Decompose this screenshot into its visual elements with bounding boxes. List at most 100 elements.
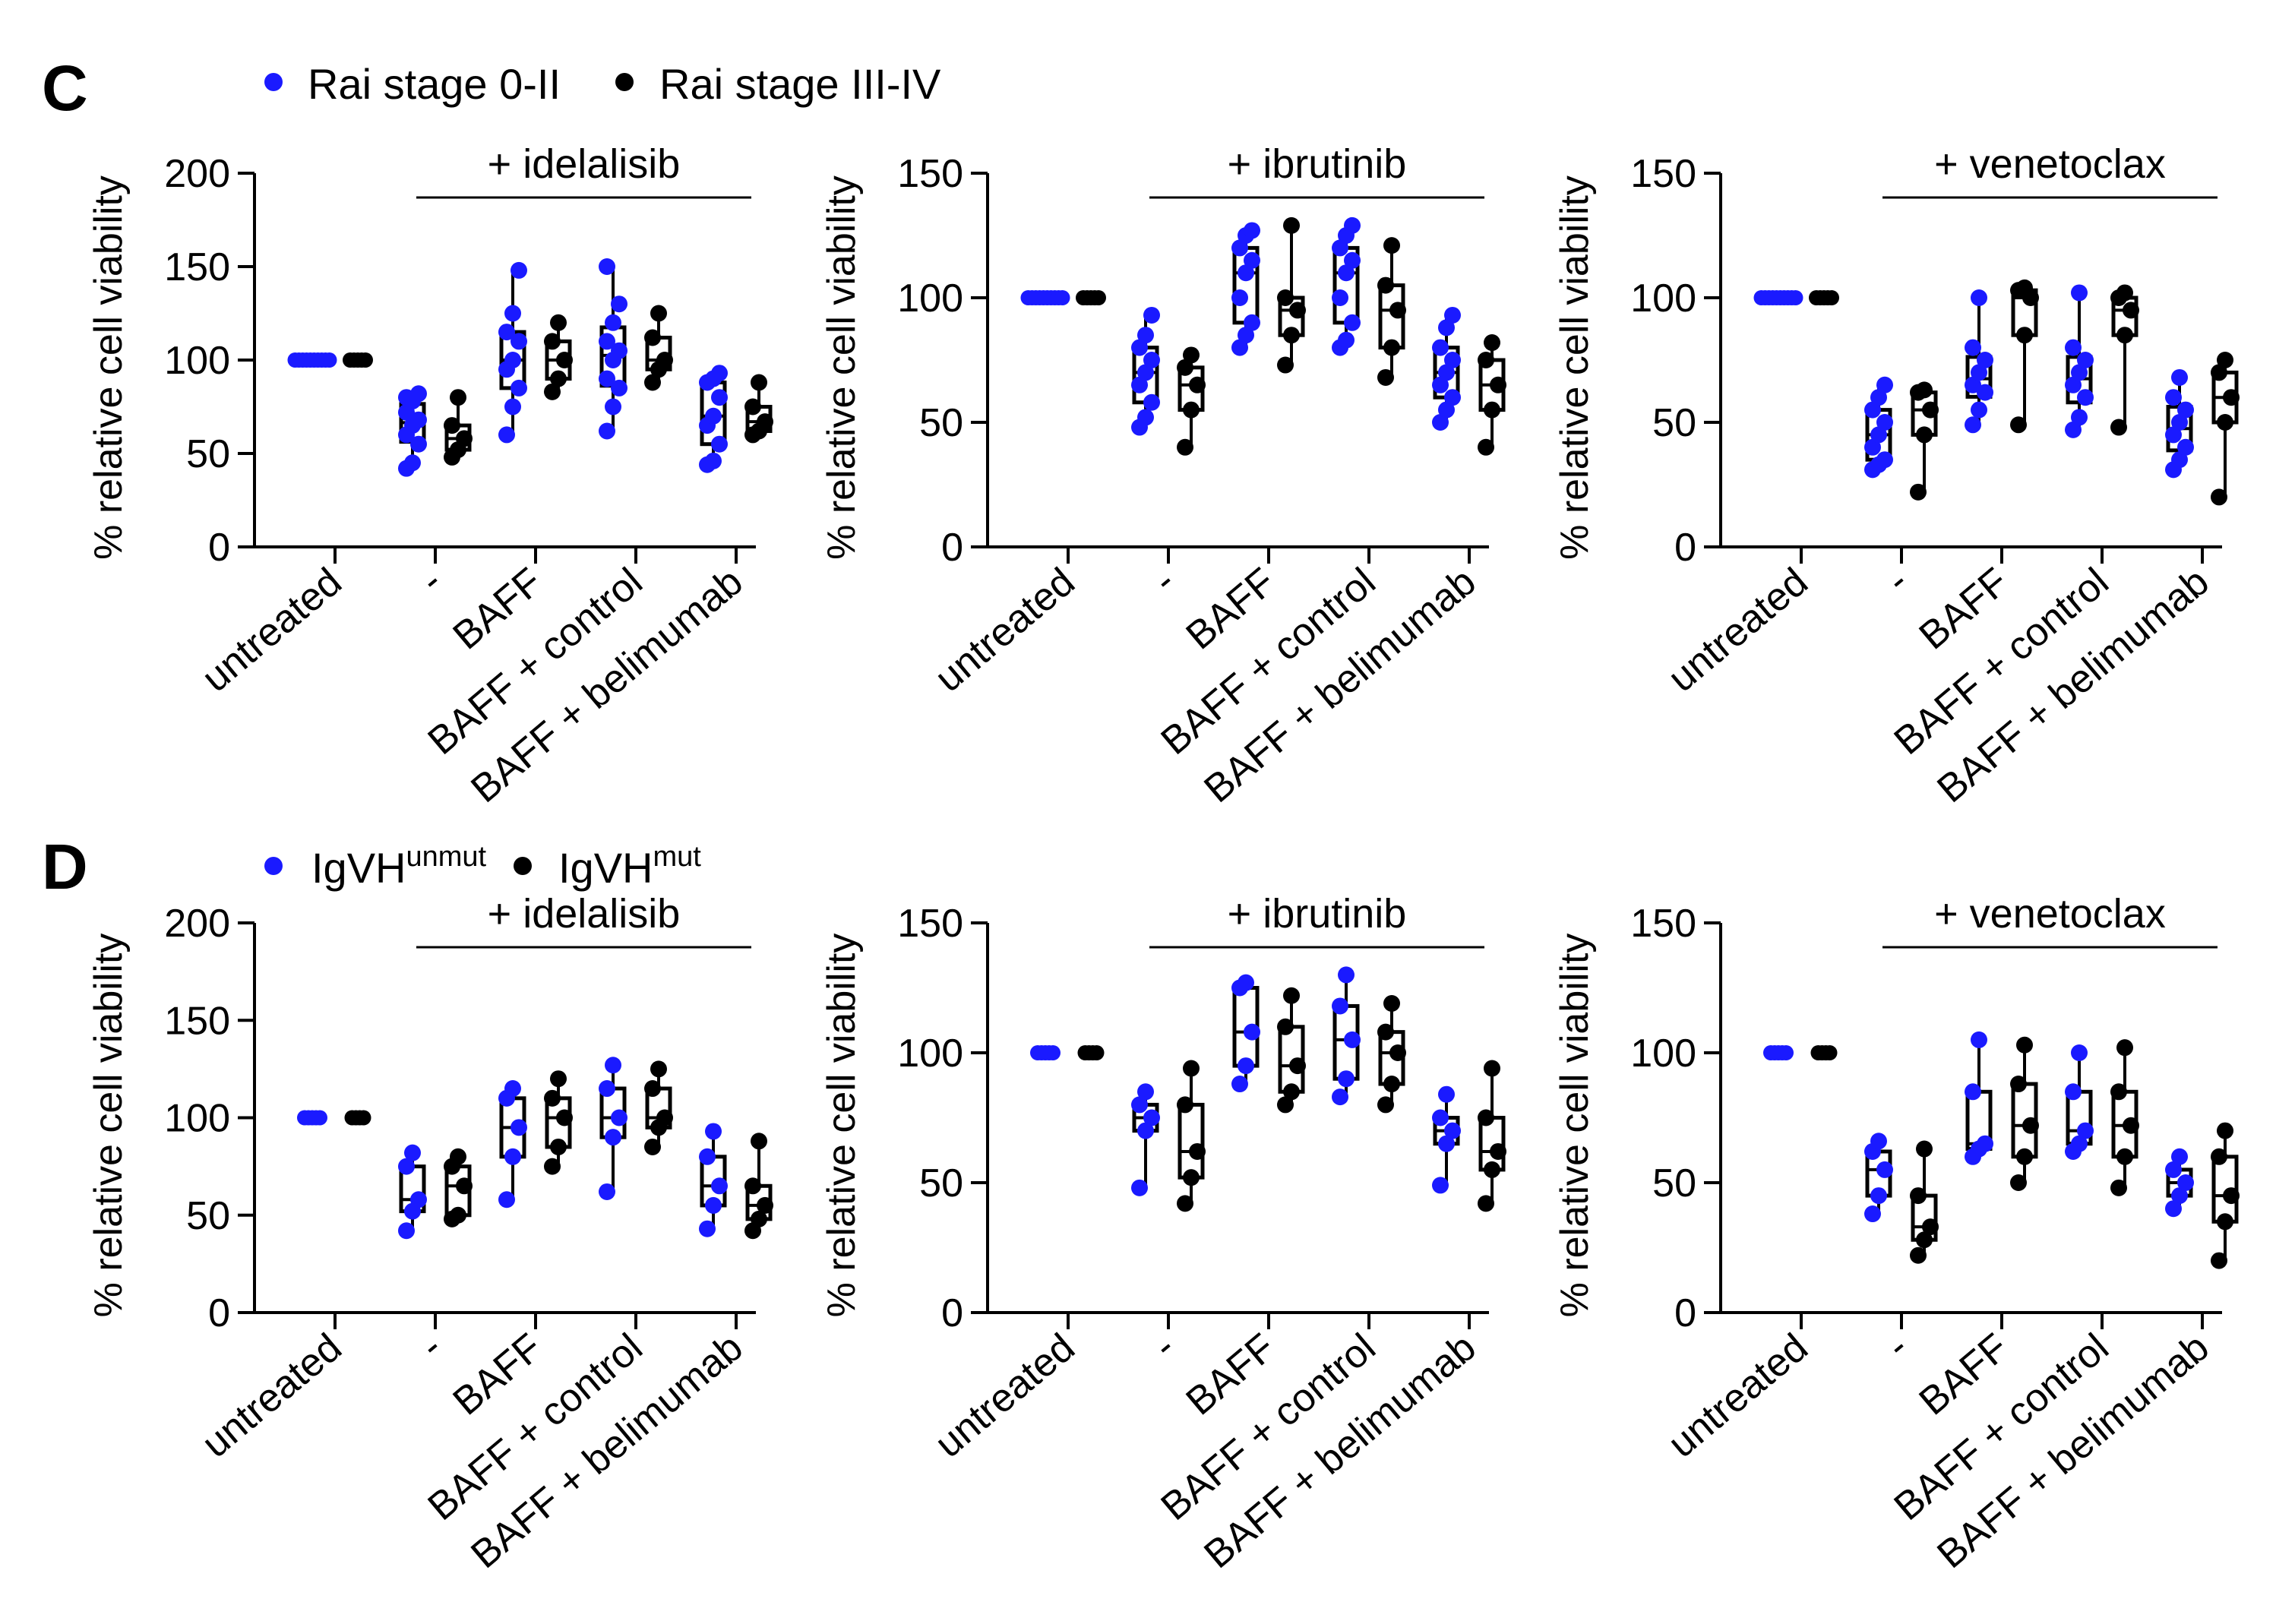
- chart-title: + ibrutinib: [1228, 141, 1407, 187]
- data-point: [699, 1148, 716, 1165]
- data-point: [2177, 1174, 2194, 1191]
- data-point: [1444, 1122, 1461, 1139]
- y-tick-label: 50: [1652, 401, 1696, 445]
- data-point: [1344, 251, 1361, 269]
- data-point: [1244, 1023, 1260, 1041]
- data-point: [2217, 1122, 2233, 1139]
- x-tick-label: untreated: [1660, 1325, 1816, 1467]
- data-point: [2065, 339, 2082, 356]
- data-point: [1478, 438, 1494, 456]
- data-point: [1131, 1096, 1148, 1114]
- data-point: [1177, 1195, 1193, 1212]
- y-tick-label: 50: [186, 432, 230, 476]
- data-point: [1238, 974, 1254, 991]
- legend-d-label-1-main: IgVH: [311, 844, 406, 892]
- x-tick-label: untreated: [194, 1325, 350, 1467]
- data-point: [1432, 376, 1449, 393]
- data-point: [2171, 1187, 2188, 1205]
- chart-d-1: 0 50 100 150 200 % relative cell viability + i…: [87, 891, 773, 1577]
- data-point: [2071, 1135, 2088, 1152]
- data-point: [611, 295, 627, 313]
- data-point: [2065, 1083, 2082, 1101]
- data-point: [1338, 1070, 1355, 1088]
- legend-d: IgVHunmut IgVHmut: [264, 841, 701, 892]
- data-point: [1054, 290, 1070, 305]
- chart-title: + idelalisib: [488, 141, 681, 187]
- data-point: [1289, 302, 1306, 319]
- box: [1178, 1102, 1205, 1180]
- data-point: [1478, 1195, 1494, 1212]
- y-tick-label: 50: [186, 1194, 230, 1238]
- data-point: [2171, 414, 2188, 431]
- data-point: [398, 1158, 415, 1175]
- data-point: [2177, 438, 2194, 456]
- legend-c-label-2: Rai stage III-IV: [659, 60, 941, 108]
- y-tick-label: 50: [919, 1161, 963, 1205]
- data-point: [1338, 264, 1355, 282]
- data-point: [1438, 1135, 1455, 1152]
- data-point: [711, 435, 728, 453]
- y-tick-label: 100: [1630, 1032, 1696, 1076]
- data-point: [1137, 364, 1154, 381]
- data-point: [757, 1196, 773, 1214]
- data-point: [2165, 426, 2182, 444]
- data-point: [312, 1110, 327, 1126]
- data-point: [2016, 1036, 2033, 1054]
- data-point: [1432, 339, 1449, 356]
- data-point: [1344, 216, 1361, 234]
- data-point: [1444, 389, 1461, 406]
- data-point: [450, 1148, 466, 1165]
- data-point: [1189, 376, 1206, 393]
- data-point: [1332, 997, 1348, 1015]
- data-point: [1277, 1096, 1294, 1114]
- data-point: [2211, 364, 2227, 381]
- data-point: [2071, 1044, 2088, 1061]
- data-point: [1484, 334, 1500, 352]
- data-point: [1183, 401, 1200, 419]
- data-point: [1277, 1018, 1294, 1035]
- data-point: [2110, 1083, 2127, 1101]
- data-point: [1478, 352, 1494, 368]
- data-point: [1244, 222, 1260, 239]
- data-point: [1143, 306, 1160, 324]
- data-point: [2123, 302, 2139, 319]
- data-point: [504, 1080, 521, 1098]
- data-point: [321, 352, 337, 368]
- data-point: [644, 374, 661, 391]
- x-tick-label: -: [1145, 1325, 1184, 1368]
- data-point: [1283, 1083, 1300, 1101]
- data-point: [556, 1109, 573, 1126]
- y-axis-label: % relative cell viability: [1553, 934, 1597, 1318]
- y-axis-label: % relative cell viability: [820, 934, 864, 1318]
- data-point: [398, 389, 415, 406]
- data-point: [511, 261, 527, 279]
- data-point: [1971, 289, 1987, 306]
- data-point: [2116, 284, 2133, 302]
- data-point: [550, 1070, 567, 1088]
- data-point: [1244, 251, 1260, 269]
- y-tick-label: 100: [897, 1032, 963, 1076]
- chart-d-2: 0 50 100 150 % relative cell viability + ibru…: [820, 891, 1506, 1577]
- data-point: [2165, 1161, 2182, 1178]
- data-point: [1965, 416, 1981, 434]
- x-tick-label: untreated: [1660, 560, 1816, 701]
- data-point: [1377, 1023, 1394, 1041]
- data-point: [1916, 1140, 1933, 1158]
- data-point: [644, 1080, 661, 1098]
- data-point: [2071, 409, 2088, 426]
- data-point: [2010, 1076, 2027, 1093]
- data-point: [1876, 414, 1893, 431]
- data-point: [1277, 356, 1294, 374]
- data-point: [2065, 421, 2082, 438]
- data-point: [410, 1191, 427, 1209]
- chart-title: + venetoclax: [1934, 891, 2166, 937]
- y-axis-label: % relative cell viability: [87, 934, 131, 1318]
- data-point: [1965, 1083, 1981, 1101]
- legend-d-label-1-sup: unmut: [406, 841, 487, 873]
- data-point: [1183, 1169, 1200, 1186]
- data-point: [1231, 239, 1248, 257]
- data-point: [498, 1191, 515, 1209]
- data-point: [504, 398, 521, 415]
- y-tick-label: 0: [1674, 526, 1696, 570]
- data-point: [650, 1060, 667, 1078]
